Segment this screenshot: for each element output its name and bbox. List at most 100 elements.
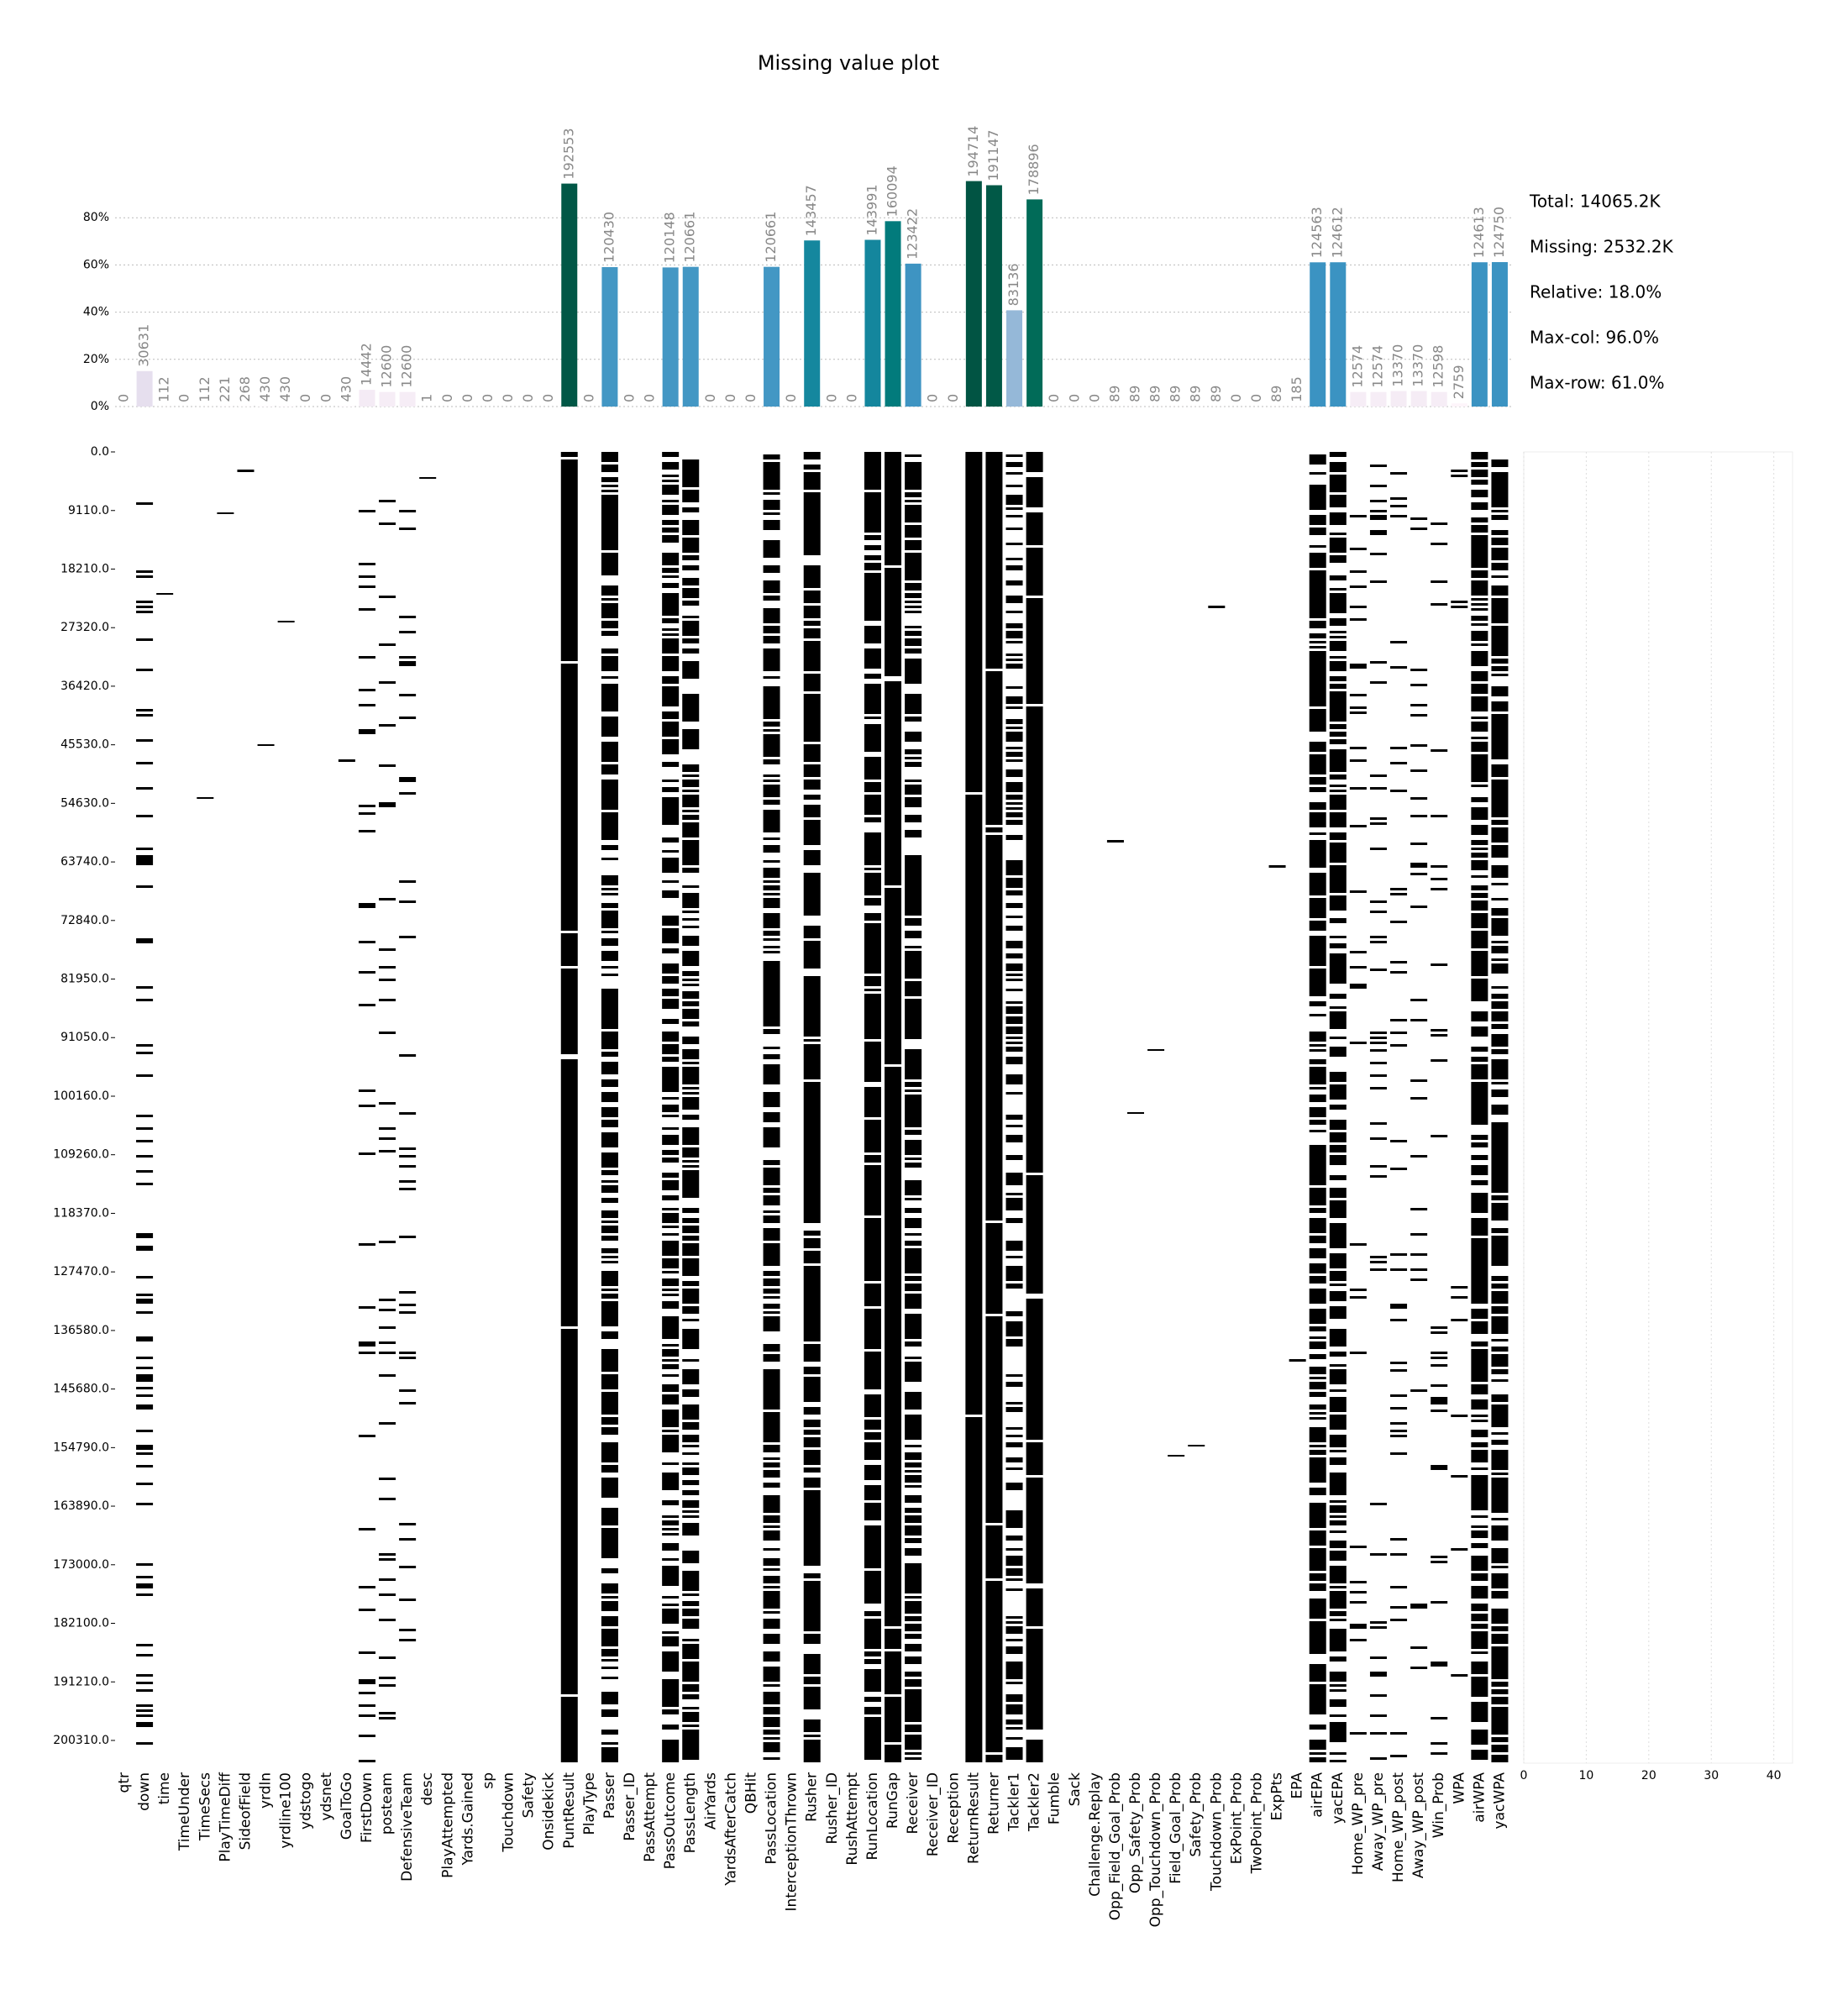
- missing-stripes: [803, 452, 821, 1762]
- x-tick-label: Onsidekick: [541, 1772, 558, 1851]
- stat-annotation: Max-col: 96.0%: [1530, 328, 1659, 348]
- bar: [1370, 391, 1387, 407]
- x-tick-label: Fumble: [1047, 1772, 1063, 1824]
- x-tick-label: Opp_Field_Goal_Prob: [1107, 1772, 1124, 1920]
- y-tick-label: 60%: [83, 258, 109, 271]
- x-tick-label: InterceptionThrown: [784, 1772, 801, 1912]
- x-tick-label: ReturnResult: [965, 1772, 982, 1864]
- x-tick-label: yacWPA: [1491, 1772, 1508, 1830]
- x-tick-label: down: [136, 1772, 153, 1811]
- bar-label: 89: [1106, 386, 1122, 402]
- y-tick-label: 91050.0: [60, 1031, 109, 1044]
- stat-annotation: Total: 14065.2K: [1529, 192, 1662, 212]
- bar-label: 0: [297, 394, 313, 402]
- y-tick-label: 36420.0: [60, 680, 109, 693]
- y-tick-label: 54630.0: [60, 796, 109, 810]
- x-tick-label: Safety: [521, 1772, 538, 1818]
- bar-label: 120148: [662, 212, 678, 263]
- missing-stripes: [1168, 1455, 1185, 1457]
- bar: [258, 406, 275, 407]
- missing-stripes: [277, 621, 295, 622]
- x-tick-label: Opp_Touchdown_Prob: [1147, 1772, 1164, 1927]
- stat-annotation: Max-row: 61.0%: [1530, 373, 1664, 393]
- missing-stripes: [1329, 452, 1347, 1762]
- bar-label: 0: [520, 394, 536, 402]
- bar: [339, 406, 355, 407]
- y-tick-label: 173000.0: [53, 1558, 109, 1572]
- bar-label: 0: [459, 394, 475, 402]
- bar-label: 124750: [1491, 207, 1507, 258]
- x-tick-label: Home_WP_post: [1390, 1772, 1407, 1882]
- missing-stripes: [1106, 840, 1124, 843]
- x-tick-label: TimeUnder: [176, 1772, 193, 1851]
- bar-label: 0: [580, 394, 596, 402]
- missing-stripes: [1005, 454, 1023, 1760]
- bar-label: 89: [1268, 386, 1284, 402]
- bar-label: 0: [823, 394, 839, 402]
- bar-label: 0: [945, 394, 961, 402]
- bar-label: 192553: [560, 128, 576, 179]
- missing-stripes: [885, 452, 902, 1762]
- bar-label: 124613: [1471, 207, 1487, 258]
- bar-label: 430: [338, 376, 354, 402]
- missing-stripes: [358, 510, 375, 1762]
- x-tick-label: Rusher_ID: [824, 1772, 841, 1845]
- bar: [1390, 391, 1407, 407]
- y-tick-label: 18210.0: [60, 562, 109, 575]
- bar: [885, 221, 901, 407]
- missing-stripes: [217, 512, 234, 514]
- x-tick-label: Challenge.Replay: [1087, 1772, 1104, 1897]
- bar: [965, 181, 982, 407]
- missing-stripes: [1369, 465, 1387, 1760]
- x-tick-label: YardsAfterCatch: [722, 1772, 739, 1887]
- bar-label: 221: [217, 376, 233, 402]
- bar-label: 0: [540, 394, 556, 402]
- missing-stripes: [1471, 452, 1488, 1760]
- x-tick-label: Touchdown: [501, 1772, 517, 1853]
- missing-stripes: [1188, 1445, 1205, 1446]
- x-tick-label: PassLocation: [764, 1772, 780, 1865]
- x-tick-label: Yards.Gained: [459, 1772, 476, 1866]
- x-tick-label: airWPA: [1471, 1772, 1488, 1823]
- bar-label: 143457: [803, 185, 819, 236]
- x-tick-label: PassAttempt: [642, 1772, 659, 1862]
- bar-label: 0: [642, 394, 658, 402]
- x-tick-label: Receiver: [905, 1772, 921, 1835]
- bar-label: 123422: [905, 208, 921, 260]
- bar: [662, 267, 679, 407]
- y-tick-label: 40%: [83, 306, 109, 319]
- bar: [1350, 391, 1367, 407]
- y-tick-label: 127470.0: [53, 1265, 109, 1278]
- y-tick-label: 191210.0: [53, 1675, 109, 1688]
- bar-label: 12600: [399, 345, 415, 388]
- x-tick-label: yacEPA: [1330, 1772, 1347, 1824]
- bar-label: 0: [480, 394, 496, 402]
- y-tick-label: 154790.0: [53, 1441, 109, 1454]
- missing-stripes: [1127, 1112, 1144, 1114]
- bar-label: 14442: [358, 343, 374, 386]
- x-tick-label: SideofField: [237, 1772, 254, 1850]
- x-tick-label: posteam: [379, 1772, 396, 1835]
- missing-stripes: [379, 500, 396, 1719]
- missing-stripes: [985, 452, 1003, 1762]
- x-tick-label: sp: [480, 1772, 496, 1789]
- bar-label: 1: [419, 394, 435, 402]
- x-tick-label: Tackler1: [1006, 1772, 1023, 1832]
- y-tick-label: 63740.0: [60, 855, 109, 869]
- missing-stripes: [560, 452, 578, 1762]
- y-tick-label: 27320.0: [60, 621, 109, 634]
- bar: [1431, 391, 1447, 407]
- missing-stripes: [601, 452, 618, 1762]
- row-panel-frame: [1523, 451, 1793, 1764]
- missing-stripes: [1147, 1049, 1165, 1051]
- x-tick-label: ExpPts: [1269, 1772, 1286, 1821]
- bar-label: 0: [176, 394, 192, 402]
- y-tick-label: 0%: [91, 400, 109, 413]
- bar-label: 120661: [763, 212, 779, 263]
- x-tick-label: RushAttempt: [844, 1772, 861, 1866]
- bar-label: 0: [843, 394, 859, 402]
- bar-label: 112: [156, 376, 172, 402]
- x-tick-label: airEPA: [1310, 1772, 1326, 1818]
- bar-label: 268: [237, 376, 253, 402]
